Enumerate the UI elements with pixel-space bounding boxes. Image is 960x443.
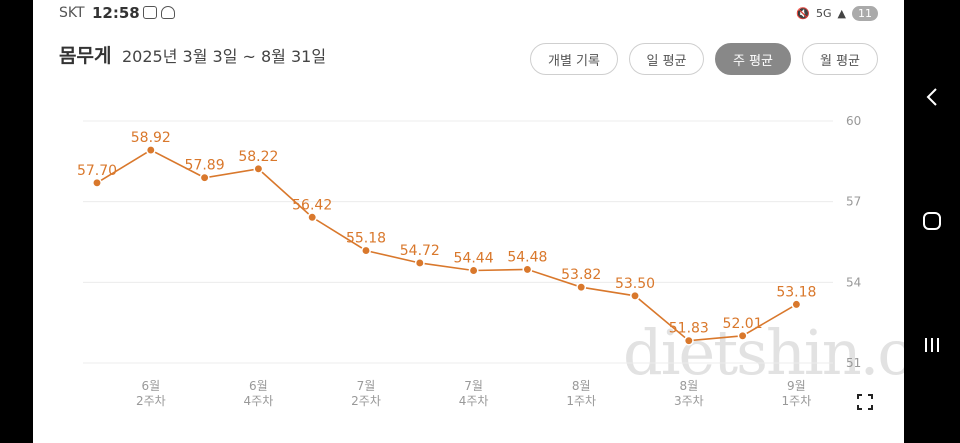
home-icon [923, 212, 941, 230]
recents-icon [925, 338, 939, 352]
data-label: 54.72 [400, 243, 440, 259]
x-tick-label: 3주차 [674, 394, 704, 408]
tab-individual-records[interactable]: 개별 기록 [530, 43, 618, 75]
status-icons: 🔇 5G ▲ 11 [796, 5, 878, 21]
y-tick-label: 51 [846, 356, 861, 370]
x-tick-label: 4주차 [459, 394, 489, 408]
watermark: dietshin.com [623, 316, 904, 389]
data-label: 57.89 [185, 158, 225, 174]
home-button[interactable] [904, 201, 960, 241]
x-tick-label: 8월 [679, 379, 698, 393]
y-tick-label: 54 [846, 275, 861, 289]
x-tick-label: 1주차 [566, 394, 596, 408]
data-point [92, 177, 102, 188]
app-screen: SKT 12:58 🔇 5G ▲ 11 몸무게 2025년 3월 3일 ~ 8월… [33, 0, 904, 443]
screenshot-icon [143, 6, 157, 19]
data-label: 55.18 [346, 231, 386, 247]
data-point [791, 299, 802, 310]
network-type: 5G [816, 6, 832, 20]
data-label: 54.44 [454, 251, 494, 267]
data-label: 51.83 [669, 321, 709, 337]
notification-count: 11 [852, 5, 878, 21]
x-tick-label: 2주차 [136, 394, 166, 408]
x-tick-label: 1주차 [782, 394, 812, 408]
series-line [96, 149, 797, 342]
data-label: 54.48 [507, 249, 547, 265]
back-icon [926, 88, 937, 106]
clock: 12:58 [92, 4, 140, 22]
data-point [307, 212, 318, 223]
data-label: 58.92 [131, 130, 171, 146]
x-tick-label: 7월 [464, 379, 483, 393]
left-edge [0, 0, 33, 443]
data-point [522, 264, 533, 275]
data-point [361, 245, 371, 256]
carrier-label: SKT [59, 5, 85, 21]
data-label: 56.42 [292, 197, 332, 213]
data-point [737, 330, 748, 341]
data-label: 53.50 [615, 276, 655, 292]
data-label: 57.70 [77, 163, 117, 179]
x-tick-label: 7월 [357, 379, 376, 393]
tab-daily-average[interactable]: 일 평균 [629, 43, 704, 75]
x-tick-label: 9월 [787, 379, 806, 393]
x-tick-label: 8월 [572, 379, 591, 393]
date-range: 2025년 3월 3일 ~ 8월 31일 [122, 47, 327, 66]
data-point [199, 172, 210, 183]
x-tick-label: 4주차 [244, 394, 274, 408]
y-tick-label: 57 [846, 195, 861, 209]
data-label: 53.82 [561, 267, 601, 283]
x-tick-label: 6월 [249, 379, 268, 393]
y-tick-label: 60 [846, 114, 861, 128]
tab-weekly-average[interactable]: 주 평균 [715, 43, 791, 75]
data-label: 53.18 [776, 284, 816, 300]
tab-monthly-average[interactable]: 월 평균 [802, 43, 878, 75]
signal-icon: ▲ [837, 6, 846, 20]
data-label: 52.01 [723, 316, 763, 332]
data-point [630, 290, 640, 301]
data-point [145, 145, 156, 155]
mute-icon: 🔇 [796, 6, 810, 20]
back-button[interactable] [904, 77, 960, 117]
data-point [683, 335, 694, 346]
x-tick-label: 6월 [141, 379, 160, 393]
x-tick-label: 2주차 [351, 394, 381, 408]
data-point [468, 265, 479, 276]
data-label: 58.22 [238, 149, 278, 165]
navigation-bar [904, 0, 960, 443]
car-icon [161, 6, 175, 19]
data-point [414, 258, 425, 268]
data-point [576, 282, 587, 293]
page-title: 몸무게 [59, 45, 112, 67]
recents-button[interactable] [904, 325, 960, 365]
expand-icon[interactable] [857, 394, 873, 410]
period-tabs: 개별 기록 일 평균 주 평균 월 평균 [530, 43, 878, 75]
status-bar: SKT 12:58 🔇 5G ▲ 11 [33, 0, 904, 28]
data-point [253, 163, 264, 174]
